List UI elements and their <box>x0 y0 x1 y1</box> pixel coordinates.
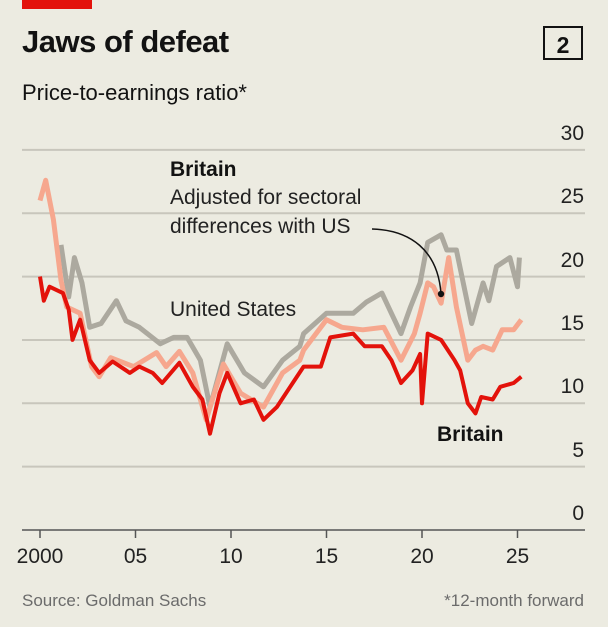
y-tick-label: 0 <box>572 502 584 525</box>
y-tick-label: 10 <box>560 375 584 399</box>
chart-title: Jaws of defeat <box>22 24 229 59</box>
y-tick-label: 20 <box>560 248 584 272</box>
annotation-dot <box>437 290 445 298</box>
brand-bar <box>22 0 92 9</box>
series-line-britain <box>38 276 523 436</box>
us-label: United States <box>170 298 297 321</box>
britain-adjusted-label-title: Britain <box>170 158 237 181</box>
chart-subtitle: Price-to-earnings ratio* <box>22 80 247 105</box>
y-tick-label: 30 <box>560 121 584 145</box>
y-tick-label: 15 <box>560 311 584 335</box>
x-tick-label: 05 <box>123 545 148 568</box>
x-tick-label: 25 <box>505 545 530 568</box>
series-line-britain-adjusted <box>37 177 524 423</box>
chart-number-badge: 2 <box>543 26 583 60</box>
series-line-us <box>58 232 522 410</box>
britain-adjusted-label-line1: Adjusted for sectoral <box>170 186 366 210</box>
britain-label: Britain <box>437 423 504 446</box>
source-note: Source: Goldman Sachs <box>22 591 207 610</box>
x-tick-label: 20 <box>410 545 434 568</box>
x-tick-label: 10 <box>219 545 243 568</box>
y-tick-label: 25 <box>560 185 584 209</box>
y-tick-label: 5 <box>572 438 584 462</box>
x-tick-label: 2000 <box>16 545 64 568</box>
annotation-leader-line <box>371 228 442 295</box>
x-tick-label: 15 <box>314 545 339 568</box>
footnote: *12-month forward <box>444 591 584 610</box>
britain-adjusted-label-line2: differences with US <box>170 215 351 238</box>
